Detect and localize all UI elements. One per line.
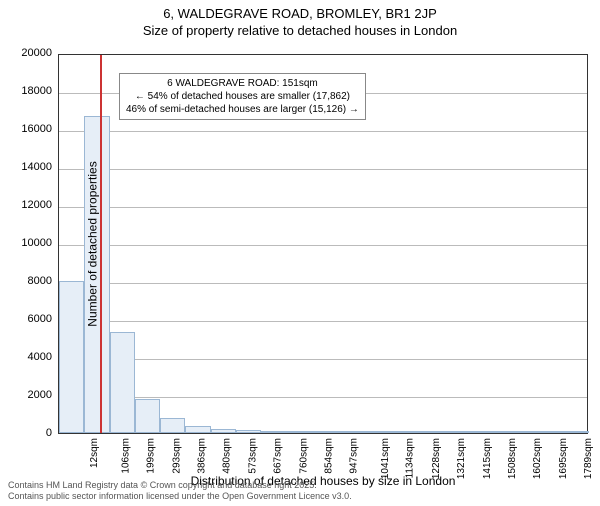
chart-title-line1: 6, WALDEGRAVE ROAD, BROMLEY, BR1 2JP (0, 6, 600, 21)
histogram-bar (337, 431, 362, 433)
y-tick-label: 6000 (2, 313, 52, 325)
y-tick-label: 12000 (2, 199, 52, 211)
x-tick-label: 293sqm (171, 438, 182, 474)
annotation-line-2: ← 54% of detached houses are smaller (17… (126, 90, 359, 103)
y-tick-label: 16000 (2, 123, 52, 135)
x-tick-label: 760sqm (298, 438, 309, 474)
histogram-bar (388, 431, 413, 433)
x-tick-label: 947sqm (349, 438, 360, 474)
gridline (59, 245, 587, 246)
histogram-bar (312, 431, 337, 433)
gridline (59, 359, 587, 360)
gridline (59, 131, 587, 132)
x-tick-label: 1695sqm (558, 438, 569, 479)
x-tick-label: 573sqm (247, 438, 258, 474)
x-tick-label: 854sqm (324, 438, 335, 474)
annotation-box: 6 WALDEGRAVE ROAD: 151sqm← 54% of detach… (119, 73, 366, 120)
x-tick-label: 480sqm (222, 438, 233, 474)
y-tick-label: 4000 (2, 351, 52, 363)
x-tick-label: 12sqm (89, 438, 100, 468)
y-tick-label: 10000 (2, 237, 52, 249)
x-tick-label: 1321sqm (456, 438, 467, 479)
y-tick-label: 8000 (2, 275, 52, 287)
x-tick-label: 1602sqm (533, 438, 544, 479)
y-tick-label: 18000 (2, 85, 52, 97)
y-tick-label: 0 (2, 427, 52, 439)
gridline (59, 283, 587, 284)
histogram-bar (514, 431, 539, 433)
histogram-bar (110, 332, 135, 433)
footer-line-1: Contains HM Land Registry data © Crown c… (8, 480, 352, 491)
y-tick-label: 20000 (2, 47, 52, 59)
property-marker-line (100, 55, 102, 433)
gridline (59, 207, 587, 208)
histogram-bar (160, 418, 185, 433)
x-tick-label: 199sqm (146, 438, 157, 474)
x-tick-label: 667sqm (273, 438, 284, 474)
annotation-line-3: 46% of semi-detached houses are larger (… (126, 103, 359, 116)
y-axis-label: Number of detached properties (86, 161, 100, 326)
histogram-bar (489, 431, 514, 433)
histogram-bar (413, 431, 438, 433)
histogram-bar (463, 431, 488, 433)
histogram-bar (185, 426, 210, 433)
x-tick-label: 1415sqm (482, 438, 493, 479)
histogram-bar (362, 431, 387, 433)
histogram-bar (135, 399, 160, 433)
histogram-bar (286, 431, 311, 433)
footer-line-2: Contains public sector information licen… (8, 491, 352, 502)
chart-title-line2: Size of property relative to detached ho… (0, 23, 600, 38)
histogram-bar (236, 430, 261, 433)
histogram-bar (438, 431, 463, 433)
x-tick-label: 106sqm (120, 438, 131, 474)
x-tick-label: 386sqm (196, 438, 207, 474)
x-tick-label: 1228sqm (431, 438, 442, 479)
histogram-bar (59, 281, 84, 433)
histogram-bar (211, 429, 236, 433)
y-tick-label: 14000 (2, 161, 52, 173)
gridline (59, 321, 587, 322)
chart-container: 6 WALDEGRAVE ROAD: 151sqm← 54% of detach… (58, 54, 588, 434)
x-tick-label: 1508sqm (507, 438, 518, 479)
histogram-bar (539, 431, 564, 433)
y-tick-label: 2000 (2, 389, 52, 401)
histogram-bar (261, 431, 286, 433)
x-tick-label: 1789sqm (583, 438, 594, 479)
attribution-footer: Contains HM Land Registry data © Crown c… (8, 480, 352, 503)
x-tick-label: 1041sqm (380, 438, 391, 479)
plot-area: 6 WALDEGRAVE ROAD: 151sqm← 54% of detach… (58, 54, 588, 434)
annotation-line-1: 6 WALDEGRAVE ROAD: 151sqm (126, 77, 359, 90)
gridline (59, 169, 587, 170)
x-tick-label: 1134sqm (405, 438, 416, 478)
histogram-bar (565, 431, 589, 433)
